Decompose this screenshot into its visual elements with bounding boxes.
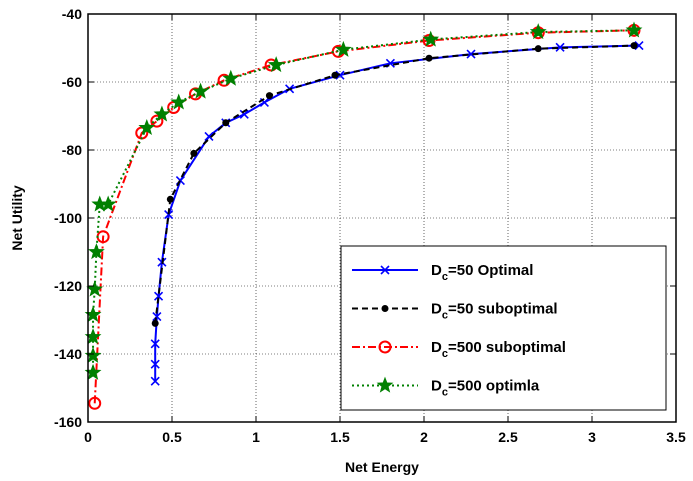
legend-entry: Dc=50 suboptimal [352,301,558,322]
y-tick-label: -140 [54,346,82,362]
star-marker [267,56,285,73]
legend-entry: Dc=50 Optimal [352,262,533,283]
axis-ticks: 0 0.5 1 1.5 2 2.5 3 3.5 -160 -140 -120 -100 -80 -60 -4… [54,6,686,445]
x-marker [204,131,214,141]
x-marker [164,210,174,220]
y-axis-title: Net Utility [9,185,25,251]
circle-marker [150,114,164,128]
dot-marker [222,119,230,127]
legend-label: Dc=50 suboptimal [431,301,558,322]
x-marker [153,291,164,301]
dot-marker [425,54,433,62]
x-tick-label: 1.5 [330,429,350,445]
x-marker [150,359,160,369]
x-axis-title: Net Energy [345,459,419,475]
y-tick-label: -160 [54,414,82,430]
x-tick-label: 3.5 [666,429,686,445]
dot-marker [630,42,638,50]
series-line [92,29,635,373]
dot-marker [190,149,198,157]
dot-marker [534,45,542,53]
y-tick-label: -40 [62,6,82,22]
y-tick-label: -100 [54,210,82,226]
star-marker [529,23,547,40]
star-marker [86,280,104,297]
legend-entry: Dc=500 optimla [352,376,540,399]
legend: Dc=50 Optimal Dc=50 suboptimal Dc=500 subo… [340,245,667,411]
x-tick-label: 2 [420,429,428,445]
x-tick-label: 3 [588,429,596,445]
star-marker [138,119,156,136]
legend-label: Dc=500 suboptimal [431,339,566,360]
x-tick-label: 0 [84,429,92,445]
series-2 [151,42,638,327]
legend-label: Dc=500 optimla [431,378,540,399]
star-marker [334,40,352,57]
dot-marker [381,305,389,312]
x-tick-label: 0.5 [162,429,182,445]
dot-marker [265,92,273,100]
star-marker [192,82,209,99]
x-tick-label: 1 [252,429,260,445]
x-marker [239,109,249,119]
dot-marker [151,319,159,327]
x-marker [150,376,160,386]
star-marker [625,21,643,38]
circle-marker [422,34,436,48]
x-marker [555,42,565,52]
series-4 [84,21,643,380]
y-tick-label: -120 [54,278,82,294]
star-marker [99,195,117,212]
y-tick-label: -60 [62,74,82,90]
x-marker [380,265,390,275]
series-layer [84,21,644,410]
dot-marker [166,195,174,203]
dot-marker [331,71,339,79]
circle-marker [378,340,392,354]
x-marker [150,339,160,349]
star-marker [170,93,188,110]
legend-label: Dc=50 Optimal [431,262,533,283]
x-marker [466,49,476,59]
star-marker [376,376,394,393]
circle-marker [88,396,102,410]
x-tick-label: 2.5 [498,429,518,445]
legend-entry: Dc=500 suboptimal [352,339,566,360]
y-tick-label: -80 [62,142,82,158]
legend-box [340,245,667,411]
x-marker [152,312,162,322]
star-marker [222,69,240,86]
star-marker [422,30,440,47]
star-marker [153,105,171,122]
star-marker [87,243,105,260]
x-marker [634,41,644,51]
